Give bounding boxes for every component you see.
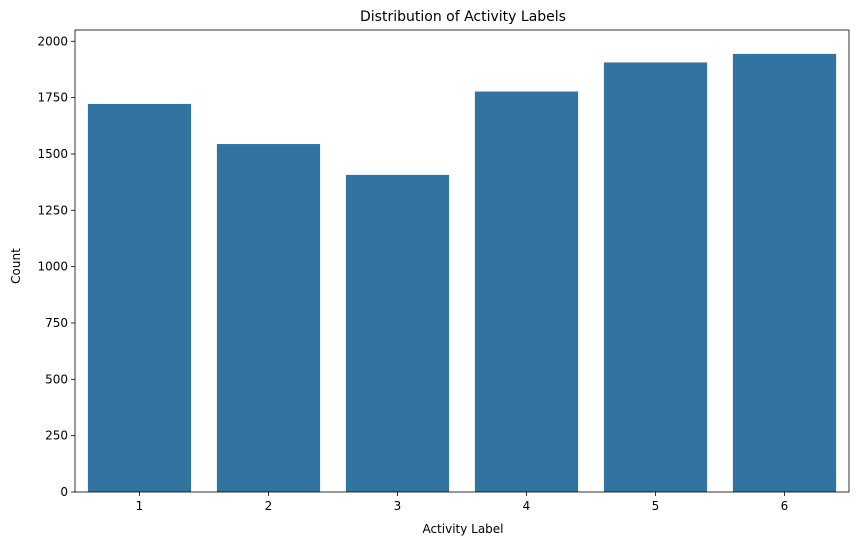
x-axis-ticks: 1 2 3 4 5 6 xyxy=(136,492,789,513)
bar-5 xyxy=(603,62,708,492)
y-tick-label: 500 xyxy=(45,372,68,386)
x-tick-label: 3 xyxy=(394,499,402,513)
y-tick-label: 1000 xyxy=(37,260,68,274)
bar-1 xyxy=(87,103,192,493)
x-tick-label: 5 xyxy=(652,499,660,513)
x-tick-label: 1 xyxy=(136,499,144,513)
bars-group xyxy=(87,53,837,493)
y-tick-label: 750 xyxy=(45,316,68,330)
x-tick-label: 6 xyxy=(781,499,789,513)
y-tick-label: 250 xyxy=(45,429,68,443)
y-tick-label: 2000 xyxy=(37,34,68,48)
x-tick-label: 2 xyxy=(265,499,273,513)
y-tick-label: 1750 xyxy=(37,91,68,105)
plot-frame xyxy=(74,29,850,493)
x-tick-label: 4 xyxy=(523,499,531,513)
y-tick-label: 1500 xyxy=(37,147,68,161)
y-tick-label: 0 xyxy=(60,485,68,499)
bar-4 xyxy=(474,91,579,493)
y-axis-ticks: 0 250 500 750 1000 1250 1500 1750 2000 xyxy=(37,34,75,499)
x-axis-title: Activity Label xyxy=(422,522,503,536)
y-axis-title: Count xyxy=(9,248,23,284)
chart-title: Distribution of Activity Labels xyxy=(360,9,566,25)
bar-6 xyxy=(732,53,837,492)
bar-2 xyxy=(216,144,321,492)
y-tick-label: 1250 xyxy=(37,203,68,217)
bar-3 xyxy=(345,174,450,492)
